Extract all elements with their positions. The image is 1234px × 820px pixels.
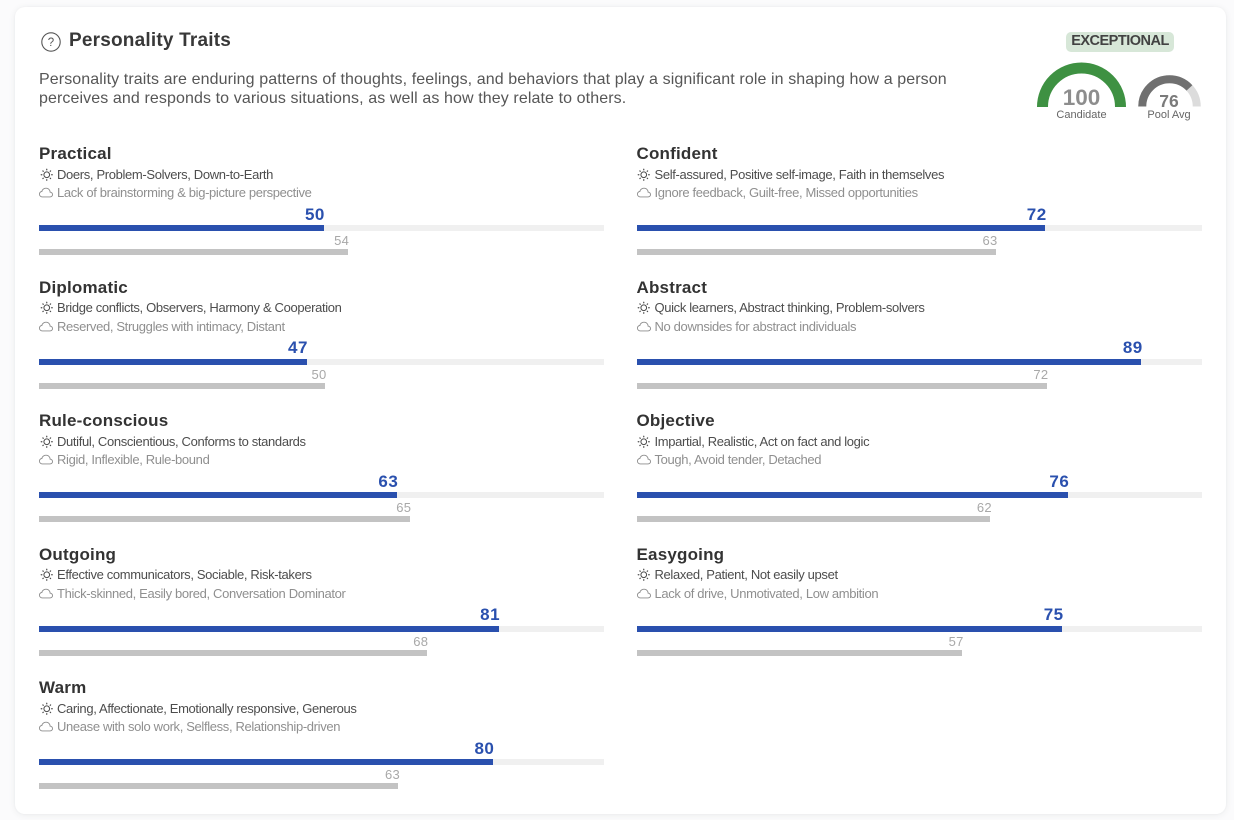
svg-text:?: ? (48, 37, 54, 49)
